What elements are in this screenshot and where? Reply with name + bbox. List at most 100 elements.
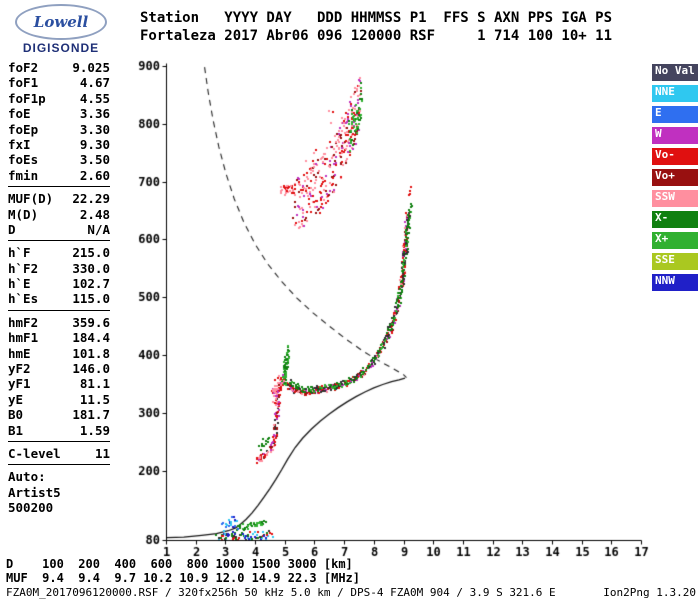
header-line1: Station YYYY DAY DDD HHMMSS P1 FFS S AXN… — [140, 10, 613, 26]
parameter-label: hmF1 — [8, 330, 39, 346]
parameter-label: h`F — [8, 245, 31, 261]
parameter-value: 9.025 — [72, 60, 110, 75]
parameter-value: 359.6 — [72, 314, 110, 330]
ionogram-plot — [136, 52, 656, 564]
parameter-row: C-level 11 — [8, 446, 110, 461]
parameter-row: foF1 4.67 — [8, 75, 110, 90]
parameter-row: Artist5 — [8, 485, 110, 500]
logo-lowell-text: Lowell — [33, 13, 89, 31]
parameter-value: 181.7 — [72, 407, 110, 423]
parameter-label: foEs — [8, 152, 39, 168]
parameter-label: 500200 — [8, 500, 54, 516]
parameter-value: 2.60 — [79, 167, 110, 183]
distance-row: D 100 200 400 600 800 1000 1500 3000 [km… — [6, 557, 353, 571]
parameter-label: h`Es — [8, 291, 39, 307]
parameter-row: hmF1 184.4 — [8, 330, 110, 345]
station-header: Station YYYY DAY DDD HHMMSS P1 FFS S AXN… — [140, 9, 612, 45]
parameter-label: foEp — [8, 121, 39, 137]
parameter-row: h`F2 330.0 — [8, 261, 110, 276]
legend-item: W — [652, 127, 698, 144]
parameter-value: 9.30 — [79, 136, 110, 152]
parameter-label: yF2 — [8, 361, 31, 377]
doppler-legend: No Val NNE E W Vo- Vo+ SSW X- X+ SSE NNW — [652, 64, 698, 295]
parameter-value: 11.5 — [79, 391, 110, 407]
parameter-row: Auto: — [8, 469, 110, 484]
logo-digisonde-text: DIGISONDE — [22, 41, 100, 55]
legend-item: E — [652, 106, 698, 123]
parameter-value: 11 — [94, 445, 110, 461]
parameter-row: h`E 102.7 — [8, 276, 110, 291]
parameter-value: 146.0 — [72, 361, 110, 377]
parameter-value: 1.59 — [79, 422, 110, 438]
legend-item: X- — [652, 211, 698, 228]
parameter-label: h`E — [8, 276, 31, 292]
parameter-group: h`F 215.0 h`F2 330.0 h`E 102.7 h`Es 115.0 — [8, 245, 110, 311]
parameter-label: C-level — [8, 445, 61, 461]
parameter-label: hmE — [8, 345, 31, 361]
parameter-label: D — [8, 221, 16, 237]
parameter-value: 215.0 — [72, 245, 110, 261]
parameter-row: fxI 9.30 — [8, 137, 110, 152]
parameter-label: B0 — [8, 407, 24, 423]
lowell-digisonde-logo: Lowell DIGISONDE — [8, 4, 114, 55]
program-version: Ion2Png 1.3.20 — [603, 586, 696, 599]
parameter-value: 4.55 — [79, 90, 110, 106]
parameter-value: 184.4 — [72, 330, 110, 346]
parameter-value: 330.0 — [72, 260, 110, 276]
parameter-row: yE 11.5 — [8, 392, 110, 407]
parameter-row: yF2 146.0 — [8, 361, 110, 376]
parameter-label: MUF(D) — [8, 191, 54, 207]
parameter-row: B1 1.59 — [8, 423, 110, 438]
parameter-group: Auto: Artist5 500200 — [8, 469, 110, 518]
parameter-group: foF2 9.025 foF1 4.67 foF1p 4.55 foE 3.36 foEp 3.3… — [8, 60, 110, 188]
parameter-value: 3.50 — [79, 152, 110, 168]
parameter-row: foEs 3.50 — [8, 152, 110, 167]
parameter-label: yE — [8, 391, 24, 407]
parameter-row: B0 181.7 — [8, 407, 110, 422]
parameter-label: yF1 — [8, 376, 31, 392]
legend-item: No Val — [652, 64, 698, 81]
parameter-label: M(D) — [8, 206, 39, 222]
legend-item: SSE — [652, 253, 698, 270]
parameter-row: h`F 215.0 — [8, 245, 110, 260]
parameter-label: Artist5 — [8, 484, 61, 500]
parameter-label: B1 — [8, 422, 24, 438]
parameter-value: 102.7 — [72, 276, 110, 292]
file-info: FZA0M_2017096120000.RSF / 320fx256h 50 k… — [6, 586, 556, 599]
legend-item: Vo+ — [652, 169, 698, 186]
parameter-label: h`F2 — [8, 260, 39, 276]
logo-oval: Lowell — [15, 4, 107, 40]
parameter-value: 4.67 — [79, 75, 110, 91]
legend-item: SSW — [652, 190, 698, 207]
parameter-value: 2.48 — [79, 206, 110, 222]
parameter-row: foEp 3.30 — [8, 122, 110, 137]
parameter-row: D N/A — [8, 222, 110, 237]
parameter-value: 22.29 — [72, 191, 110, 207]
parameter-value: 3.36 — [79, 106, 110, 122]
legend-item: X+ — [652, 232, 698, 249]
parameter-value: 101.8 — [72, 345, 110, 361]
parameter-value: N/A — [87, 221, 110, 237]
parameter-label: hmF2 — [8, 314, 39, 330]
parameter-value: 115.0 — [72, 291, 110, 307]
parameter-label: fxI — [8, 136, 31, 152]
parameter-row: M(D) 2.48 — [8, 207, 110, 222]
parameter-row: MUF(D) 22.29 — [8, 191, 110, 206]
parameter-value: 81.1 — [79, 376, 110, 392]
parameter-row: 500200 — [8, 500, 110, 515]
parameter-row: yF1 81.1 — [8, 376, 110, 391]
parameter-label: fmin — [8, 167, 39, 183]
legend-item: NNW — [652, 274, 698, 291]
parameter-row: foE 3.36 — [8, 106, 110, 121]
header-line2: Fortaleza 2017 Abr06 096 120000 RSF 1 71… — [140, 28, 613, 44]
file-info-row: FZA0M_2017096120000.RSF / 320fx256h 50 k… — [6, 586, 696, 599]
legend-item: Vo- — [652, 148, 698, 165]
parameter-row: hmF2 359.6 — [8, 315, 110, 330]
parameter-label: Auto: — [8, 469, 46, 485]
parameter-label: foE — [8, 106, 31, 122]
parameter-row: fmin 2.60 — [8, 168, 110, 183]
parameter-row: h`Es 115.0 — [8, 291, 110, 306]
parameter-row: foF1p 4.55 — [8, 91, 110, 106]
muf-row: MUF 9.4 9.4 9.7 10.2 10.9 12.0 14.9 22.3… — [6, 571, 361, 585]
